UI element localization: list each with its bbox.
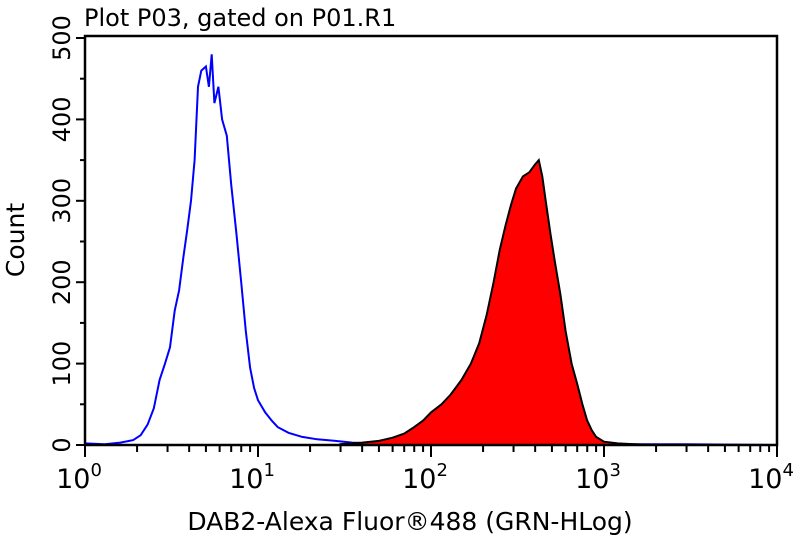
chart-title: Plot P03, gated on P01.R1 [84, 4, 396, 32]
y-tick-label: 500 [48, 15, 76, 61]
x-tick-label: 101 [229, 460, 275, 495]
y-tick-label: 100 [48, 341, 76, 387]
plot-area: 0 100 200 300 400 500 100 101 102 103 104 [48, 15, 794, 495]
y-tick-label: 300 [48, 178, 76, 224]
series-filled-histogram [339, 157, 657, 446]
x-tick-label: 100 [56, 460, 102, 495]
plot-frame [83, 34, 779, 447]
y-tick-label: 400 [48, 96, 76, 142]
x-tick-label: 102 [402, 460, 448, 495]
y-tick-label: 200 [48, 259, 76, 305]
x-axis-label: DAB2-Alexa Fluor®488 (GRN-HLog) [187, 507, 632, 536]
x-tick-label: 103 [575, 460, 621, 495]
y-tick-label: 0 [48, 437, 76, 452]
series-outline-histogram [84, 54, 778, 446]
y-axis-label: Count [1, 203, 30, 277]
x-tick-label: 104 [748, 460, 794, 495]
